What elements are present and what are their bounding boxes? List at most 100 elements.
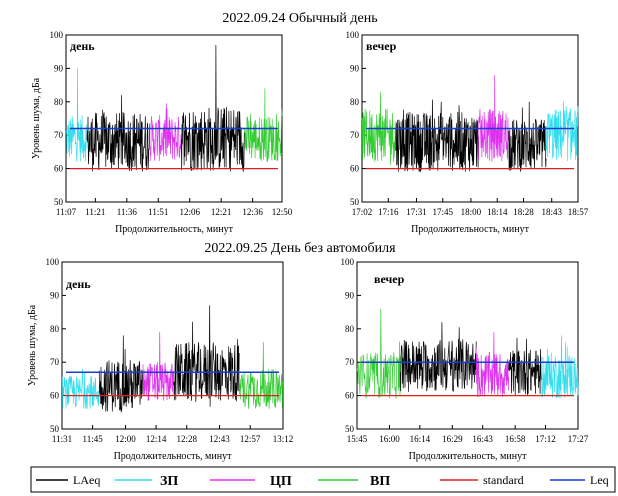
series-zp-line [61,368,100,409]
x-axis-label: Продолжительность, минут [409,451,528,462]
chart-panel: 50 60 70 80 90 100 11:07 11:21 11:36 11:51 12:06 12… [31,30,293,235]
x-tick-label: 17:31 [406,207,427,217]
y-tick-label: 80 [54,97,64,107]
legend-label: Leq [590,473,609,487]
series-laeq-line [395,99,479,172]
legend-label: ЗП [160,474,178,489]
chart-panel: 50 60 70 80 90 100 15:45 16:00 16:14 16:29 16:43 16… [341,257,589,462]
series-zp-line [540,335,579,399]
x-tick-label: 11:31 [52,434,72,444]
series-vp-line [361,91,397,165]
y-tick-label: 60 [345,391,355,401]
x-tick-label: 17:27 [568,434,589,444]
plot-area [65,34,283,203]
y-axis-label: Уровень шума, дБа [27,304,38,386]
x-tick-label: 18:57 [568,207,589,217]
y-tick-label: 60 [54,164,64,174]
x-tick-label: 12:36 [242,207,263,217]
series-laeq-line [98,335,144,413]
x-tick-label: 12:57 [240,434,261,444]
x-tick-label: 17:02 [352,207,373,217]
y-tick-label: 100 [50,30,64,40]
x-axis-label: Продолжительность, минут [115,224,234,235]
legend-label: standard [483,473,524,487]
x-tick-label: 17:45 [433,207,454,217]
y-tick-label: 60 [350,164,360,174]
y-tick-label: 80 [50,324,60,334]
plot-area [361,34,579,203]
x-tick-label: 15:45 [347,434,368,444]
x-tick-label: 11:36 [117,207,138,217]
y-tick-label: 60 [50,391,60,401]
series-vp-line [356,308,401,399]
x-tick-label: 18:14 [487,207,508,217]
x-tick-label: 11:45 [83,434,104,444]
panel-label: день [70,39,95,53]
legend: LAeq ЗП ЦП ВП standard Leq [30,466,616,493]
chart-panel: 50 60 70 80 90 100 11:31 11:45 12:00 12:14 12:28 12… [27,257,293,462]
y-tick-label: 80 [350,97,360,107]
x-tick-label: 17:12 [535,434,556,444]
series-zp-line [65,68,88,162]
legend-label: ВП [370,474,390,489]
x-tick-label: 17:16 [378,207,399,217]
x-tick-label: 12:50 [272,207,293,217]
header-day1: 2022.09.24 Обычный день [222,11,377,26]
x-tick-label: 11:07 [56,207,77,217]
x-tick-label: 18:00 [461,207,482,217]
x-axis-label: Продолжительность, минут [411,224,530,235]
x-axis-label: Продолжительность, минут [114,451,233,462]
x-tick-label: 12:06 [179,207,200,217]
x-tick-label: 16:29 [442,434,463,444]
x-tick-label: 16:58 [505,434,526,444]
y-tick-label: 70 [345,357,355,367]
x-tick-label: 11:51 [148,207,168,217]
chart-panel: 50 60 70 80 90 100 17:02 17:16 17:31 17:45 18:00 18… [346,30,589,235]
x-tick-label: 12:14 [146,434,167,444]
series-cp-line [149,103,182,162]
y-axis-label: Уровень шума, дБа [31,77,42,159]
y-tick-label: 90 [350,63,360,73]
plot-area [356,261,579,430]
panel-label: вечер [366,39,397,53]
panel-label: вечер [374,272,405,286]
x-tick-label: 16:43 [472,434,493,444]
y-tick-label: 100 [346,30,360,40]
y-tick-label: 70 [54,130,64,140]
header-day2: 2022.09.25 День без автомобиля [204,241,396,256]
x-tick-label: 12:28 [176,434,197,444]
x-tick-label: 12:00 [115,434,136,444]
x-tick-label: 18:43 [541,207,562,217]
legend-label: ЦП [270,474,292,489]
x-tick-label: 18:28 [513,207,534,217]
series-laeq-line [508,337,542,396]
panels: 50 60 70 80 90 100 11:07 11:21 11:36 11:51 12:06 12… [27,30,589,462]
y-tick-label: 100 [341,257,355,267]
series-laeq-line [180,44,245,172]
y-tick-label: 50 [345,424,355,434]
series-cp-line [475,332,510,398]
y-tick-label: 70 [350,130,360,140]
x-tick-label: 11:21 [85,207,105,217]
y-tick-label: 80 [345,324,355,334]
y-tick-label: 90 [50,290,60,300]
y-tick-label: 50 [350,197,360,207]
x-tick-label: 16:00 [379,434,400,444]
x-tick-label: 16:14 [410,434,431,444]
series-zp-line [545,101,579,162]
y-tick-label: 50 [50,424,60,434]
legend-label: LAeq [73,473,100,487]
y-tick-label: 90 [345,290,355,300]
series-laeq-line [399,322,477,392]
x-tick-label: 13:12 [273,434,294,444]
y-tick-label: 100 [46,257,60,267]
x-tick-label: 12:43 [209,434,230,444]
y-tick-label: 70 [50,357,60,367]
series-cp-line [478,75,509,162]
plot-area [61,261,284,430]
y-tick-label: 90 [54,63,64,73]
panel-label: день [66,277,91,291]
y-tick-label: 50 [54,197,64,207]
x-tick-label: 12:21 [211,207,232,217]
